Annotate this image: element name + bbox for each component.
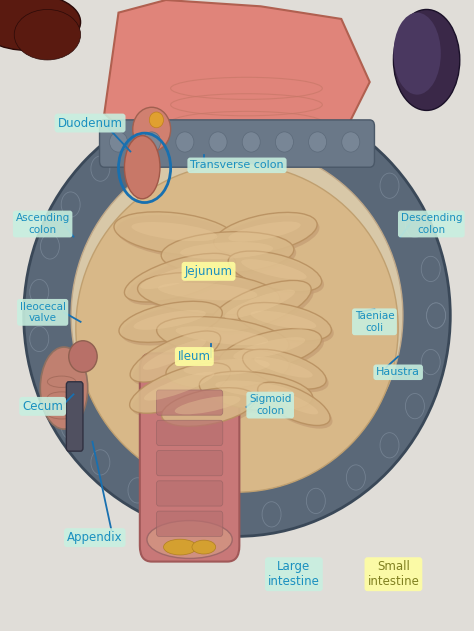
Ellipse shape	[61, 414, 80, 439]
Ellipse shape	[262, 104, 281, 129]
Ellipse shape	[121, 304, 225, 346]
Ellipse shape	[183, 359, 270, 375]
Ellipse shape	[393, 9, 460, 110]
Ellipse shape	[192, 540, 216, 554]
Ellipse shape	[212, 283, 314, 335]
Ellipse shape	[128, 128, 147, 153]
Ellipse shape	[275, 132, 293, 152]
Text: Taeniae
coli: Taeniae coli	[355, 311, 394, 333]
Ellipse shape	[175, 326, 268, 345]
Ellipse shape	[0, 0, 81, 50]
Ellipse shape	[199, 371, 313, 411]
Ellipse shape	[262, 502, 281, 527]
Ellipse shape	[242, 132, 260, 152]
Ellipse shape	[241, 259, 307, 280]
Ellipse shape	[260, 386, 332, 428]
Ellipse shape	[71, 145, 403, 486]
Text: Descending
colon: Descending colon	[401, 213, 462, 235]
Ellipse shape	[140, 276, 282, 317]
Ellipse shape	[225, 290, 295, 319]
Text: Ileocecal
valve: Ileocecal valve	[19, 302, 66, 323]
Ellipse shape	[210, 280, 311, 332]
Ellipse shape	[245, 352, 328, 392]
Ellipse shape	[268, 389, 318, 415]
Ellipse shape	[380, 433, 399, 458]
Text: Small
intestine: Small intestine	[367, 560, 419, 588]
Ellipse shape	[427, 303, 446, 328]
Ellipse shape	[124, 136, 160, 199]
Text: Large
intestine: Large intestine	[268, 560, 320, 588]
Ellipse shape	[221, 332, 324, 375]
Text: Cecum: Cecum	[22, 400, 63, 413]
Ellipse shape	[216, 102, 235, 127]
Ellipse shape	[209, 132, 227, 152]
Ellipse shape	[40, 347, 88, 429]
Ellipse shape	[237, 302, 331, 341]
Text: Ascending
colon: Ascending colon	[16, 213, 70, 235]
FancyBboxPatch shape	[66, 382, 83, 451]
Ellipse shape	[233, 337, 305, 360]
Ellipse shape	[76, 164, 398, 492]
FancyBboxPatch shape	[140, 353, 239, 562]
Ellipse shape	[258, 382, 330, 425]
Ellipse shape	[24, 95, 450, 536]
Ellipse shape	[69, 341, 97, 372]
FancyBboxPatch shape	[100, 120, 374, 167]
Ellipse shape	[144, 372, 214, 401]
Ellipse shape	[147, 521, 232, 558]
Ellipse shape	[159, 320, 291, 362]
Ellipse shape	[140, 262, 218, 289]
Ellipse shape	[427, 303, 446, 328]
Ellipse shape	[40, 234, 59, 259]
Text: Ileum: Ileum	[178, 350, 211, 363]
FancyBboxPatch shape	[156, 511, 223, 536]
Ellipse shape	[116, 215, 239, 258]
Ellipse shape	[133, 334, 223, 385]
Ellipse shape	[61, 192, 80, 217]
Ellipse shape	[132, 366, 233, 416]
Ellipse shape	[137, 273, 280, 314]
Ellipse shape	[128, 478, 147, 503]
Ellipse shape	[129, 363, 231, 413]
Polygon shape	[104, 0, 370, 164]
Ellipse shape	[14, 9, 81, 60]
FancyBboxPatch shape	[156, 481, 223, 506]
Ellipse shape	[219, 329, 321, 372]
Ellipse shape	[216, 216, 319, 257]
Ellipse shape	[30, 326, 49, 351]
FancyBboxPatch shape	[156, 390, 223, 415]
Ellipse shape	[127, 256, 238, 305]
Ellipse shape	[40, 372, 59, 397]
Text: Sigmoid
colon: Sigmoid colon	[249, 394, 292, 416]
Ellipse shape	[421, 350, 440, 375]
Ellipse shape	[133, 107, 171, 151]
Ellipse shape	[162, 387, 255, 427]
Ellipse shape	[91, 156, 110, 181]
Ellipse shape	[149, 112, 164, 127]
Ellipse shape	[215, 380, 295, 398]
Ellipse shape	[91, 450, 110, 475]
Ellipse shape	[134, 310, 206, 330]
Ellipse shape	[143, 339, 206, 370]
Ellipse shape	[164, 235, 296, 276]
Ellipse shape	[171, 497, 190, 522]
Ellipse shape	[164, 539, 197, 555]
Ellipse shape	[176, 132, 194, 152]
Ellipse shape	[168, 352, 292, 392]
Text: Duodenum: Duodenum	[57, 117, 123, 129]
Ellipse shape	[306, 117, 325, 143]
Ellipse shape	[171, 109, 190, 134]
Ellipse shape	[131, 222, 218, 241]
Ellipse shape	[201, 374, 315, 415]
Ellipse shape	[342, 132, 360, 152]
Ellipse shape	[254, 357, 313, 378]
Ellipse shape	[230, 254, 324, 295]
Ellipse shape	[158, 283, 257, 300]
Ellipse shape	[164, 391, 258, 430]
Text: Appendix: Appendix	[67, 531, 123, 544]
Ellipse shape	[109, 132, 128, 152]
Ellipse shape	[157, 317, 289, 358]
Ellipse shape	[180, 242, 273, 259]
Ellipse shape	[216, 504, 235, 529]
